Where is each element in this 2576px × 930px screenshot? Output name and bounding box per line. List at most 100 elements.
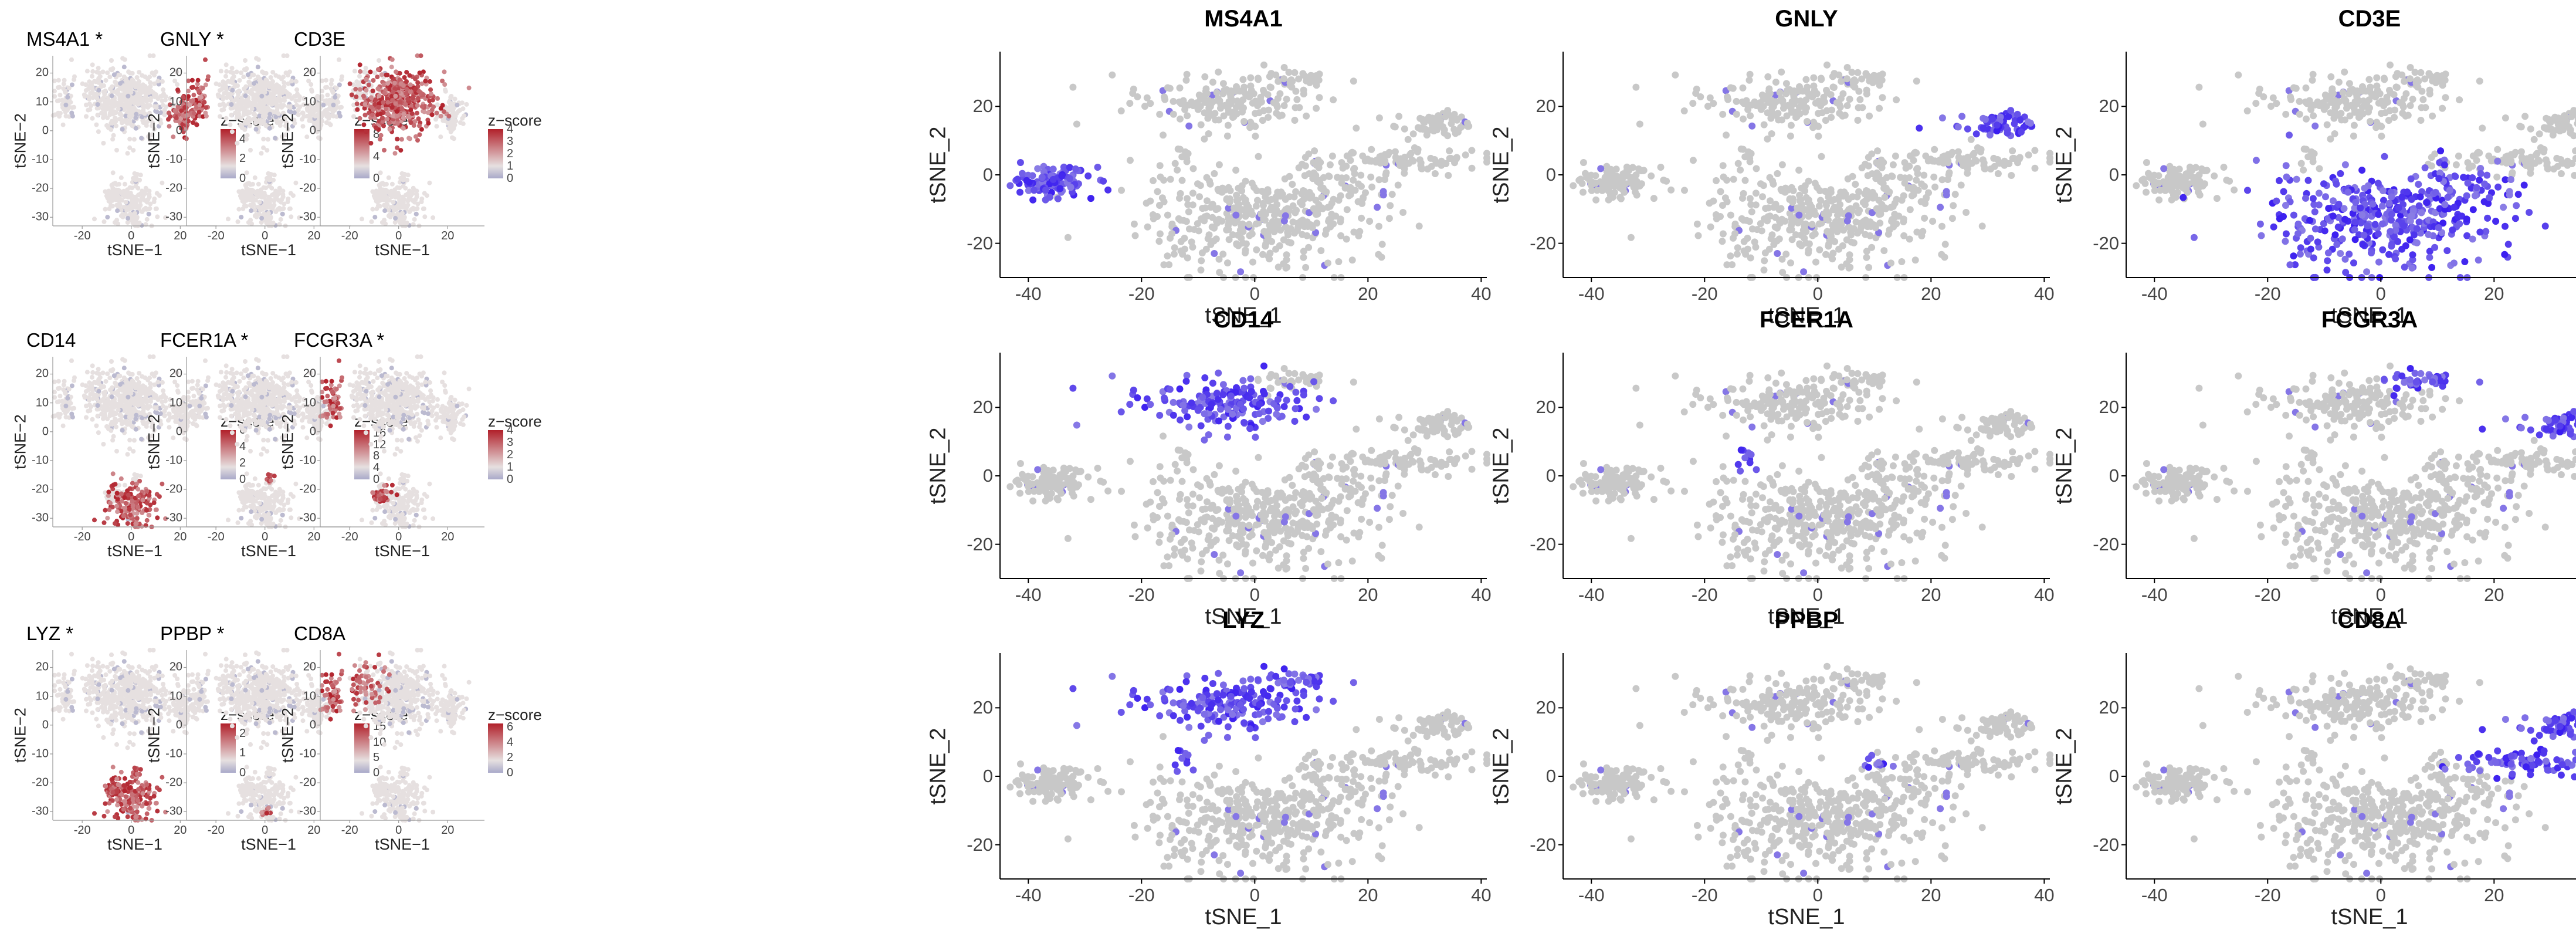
cell-point <box>237 390 242 394</box>
cell-point <box>433 117 438 121</box>
cell-point <box>67 387 72 391</box>
cell-point <box>250 107 255 111</box>
cell-point <box>378 111 383 116</box>
cell-point <box>419 53 423 58</box>
cell-point <box>229 414 233 418</box>
cell-point <box>333 95 337 100</box>
cell-point <box>391 501 396 506</box>
cell-point <box>63 110 68 114</box>
cell-point <box>228 395 232 400</box>
cell-point <box>382 203 387 208</box>
cell-point <box>413 134 418 139</box>
cell-point <box>419 199 424 204</box>
cell-point <box>236 207 241 212</box>
cell-point <box>368 70 373 75</box>
cell-point <box>61 123 66 127</box>
cell-point <box>224 370 229 375</box>
cell-point <box>191 386 195 391</box>
cell-point <box>114 182 119 187</box>
cell-point <box>132 137 137 142</box>
cell-point <box>185 414 189 419</box>
cell-point <box>270 70 275 75</box>
cell-point <box>233 384 238 388</box>
cell-point <box>267 522 272 526</box>
cell-point <box>192 111 196 116</box>
cell-point <box>121 513 126 518</box>
cell-point <box>245 412 249 417</box>
cell-point <box>228 424 232 428</box>
cell-point <box>446 114 451 119</box>
cell-point <box>372 516 377 520</box>
cell-point <box>261 109 266 114</box>
y-tick-label: 0 <box>42 425 49 438</box>
cell-point <box>99 83 104 87</box>
cell-point <box>247 100 252 105</box>
y-tick-label: 0 <box>42 124 49 137</box>
cell-point <box>145 217 150 222</box>
cell-point <box>379 72 384 77</box>
cell-point <box>127 438 132 442</box>
points-layer <box>318 354 472 529</box>
cell-point <box>190 78 195 83</box>
cell-point <box>442 82 447 87</box>
cell-point <box>256 65 260 69</box>
cell-point <box>393 517 398 522</box>
cell-point <box>267 126 272 131</box>
cell-point <box>85 69 90 73</box>
cell-point <box>274 197 279 201</box>
cell-point <box>109 86 113 91</box>
x-tick-label: -20 <box>341 229 358 243</box>
cell-point <box>358 363 362 368</box>
cell-point <box>111 133 116 138</box>
cell-point <box>135 177 140 182</box>
cell-point <box>278 188 283 192</box>
cell-point <box>197 110 202 114</box>
cell-point <box>372 371 377 376</box>
cell-point <box>114 504 119 509</box>
cell-point <box>461 407 466 412</box>
cell-point <box>189 99 194 103</box>
legend-tick-label: 1 <box>507 160 513 173</box>
cell-point <box>103 390 108 394</box>
cell-point <box>219 87 224 92</box>
cell-point <box>214 383 219 387</box>
cell-point <box>442 370 447 375</box>
cell-point <box>420 104 425 109</box>
cell-point <box>238 78 242 83</box>
cell-point <box>426 121 431 126</box>
y-tick-label: -20 <box>165 483 182 496</box>
x-tick-label: -20 <box>74 229 91 243</box>
cell-point <box>338 114 343 119</box>
y-axis-label: tSNE−2 <box>12 113 30 168</box>
cell-point <box>413 77 418 82</box>
cell-point <box>123 359 127 363</box>
cell-point <box>236 113 241 117</box>
cell-point <box>408 498 413 502</box>
cell-point <box>56 379 61 384</box>
cell-point <box>421 508 426 512</box>
cell-point <box>133 211 137 216</box>
cell-point <box>439 114 443 119</box>
cell-point <box>385 117 389 121</box>
cell-point <box>391 200 396 205</box>
cell-point <box>242 387 247 392</box>
cell-point <box>382 509 387 514</box>
cell-point <box>406 173 411 177</box>
cell-point <box>382 504 387 509</box>
cell-point <box>370 113 375 117</box>
cell-point <box>265 217 269 221</box>
y-tick-label: 10 <box>170 95 182 109</box>
cell-point <box>367 83 371 87</box>
cell-point <box>235 442 239 447</box>
cell-point <box>371 390 375 394</box>
cell-point <box>331 103 335 107</box>
cell-point <box>72 75 77 79</box>
cell-point <box>90 363 95 368</box>
cell-point <box>96 367 101 371</box>
cell-point <box>412 207 416 212</box>
cell-point <box>340 75 344 79</box>
cell-point <box>118 382 123 387</box>
cell-point <box>261 438 266 442</box>
y-tick-label: -10 <box>165 454 182 467</box>
